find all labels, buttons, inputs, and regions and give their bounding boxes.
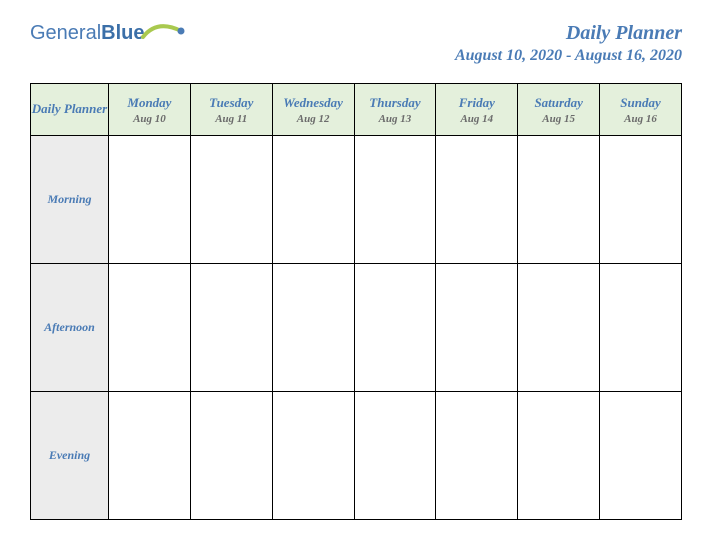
date-range: August 10, 2020 - August 16, 2020 — [455, 47, 682, 65]
day-header-mon: Monday Aug 10 — [109, 84, 191, 136]
day-date: Aug 10 — [111, 113, 188, 125]
cell — [190, 136, 272, 264]
cell — [436, 136, 518, 264]
cell — [436, 264, 518, 392]
day-name: Wednesday — [275, 95, 352, 111]
cell — [354, 136, 436, 264]
cell — [190, 264, 272, 392]
day-header-sun: Sunday Aug 16 — [600, 84, 682, 136]
cell — [518, 392, 600, 520]
cell — [518, 136, 600, 264]
cell — [272, 136, 354, 264]
day-date: Aug 13 — [357, 113, 434, 125]
day-header-fri: Friday Aug 14 — [436, 84, 518, 136]
day-date: Aug 14 — [438, 113, 515, 125]
cell — [190, 392, 272, 520]
day-name: Tuesday — [193, 95, 270, 111]
day-header-sat: Saturday Aug 15 — [518, 84, 600, 136]
day-date: Aug 12 — [275, 113, 352, 125]
day-header-tue: Tuesday Aug 11 — [190, 84, 272, 136]
day-name: Thursday — [357, 95, 434, 111]
day-name: Friday — [438, 95, 515, 111]
day-header-wed: Wednesday Aug 12 — [272, 84, 354, 136]
cell — [600, 264, 682, 392]
title-block: Daily Planner August 10, 2020 - August 1… — [455, 22, 682, 65]
cell — [109, 392, 191, 520]
cell — [109, 264, 191, 392]
day-date: Aug 15 — [520, 113, 597, 125]
logo-text-general: General — [30, 22, 101, 44]
table-row-evening: Evening — [31, 392, 682, 520]
day-date: Aug 16 — [602, 113, 679, 125]
cell — [600, 392, 682, 520]
table-row-morning: Morning — [31, 136, 682, 264]
cell — [109, 136, 191, 264]
logo-text-blue: Blue — [101, 22, 144, 44]
cell — [354, 392, 436, 520]
cell — [436, 392, 518, 520]
page-title: Daily Planner — [455, 22, 682, 45]
swoosh-icon — [141, 21, 185, 43]
table-row-afternoon: Afternoon — [31, 264, 682, 392]
cell — [600, 136, 682, 264]
day-header-thu: Thursday Aug 13 — [354, 84, 436, 136]
cell — [518, 264, 600, 392]
day-name: Sunday — [602, 95, 679, 111]
planner-table: Daily Planner Monday Aug 10 Tuesday Aug … — [30, 83, 682, 520]
corner-label: Daily Planner — [32, 101, 107, 116]
cell — [354, 264, 436, 392]
row-label: Evening — [31, 392, 109, 520]
cell — [272, 392, 354, 520]
page-header: GeneralBlue Daily Planner August 10, 202… — [30, 22, 682, 65]
logo: GeneralBlue — [30, 22, 185, 45]
cell — [272, 264, 354, 392]
corner-cell: Daily Planner — [31, 84, 109, 136]
day-name: Monday — [111, 95, 188, 111]
day-name: Saturday — [520, 95, 597, 111]
row-label: Morning — [31, 136, 109, 264]
day-date: Aug 11 — [193, 113, 270, 125]
row-label: Afternoon — [31, 264, 109, 392]
